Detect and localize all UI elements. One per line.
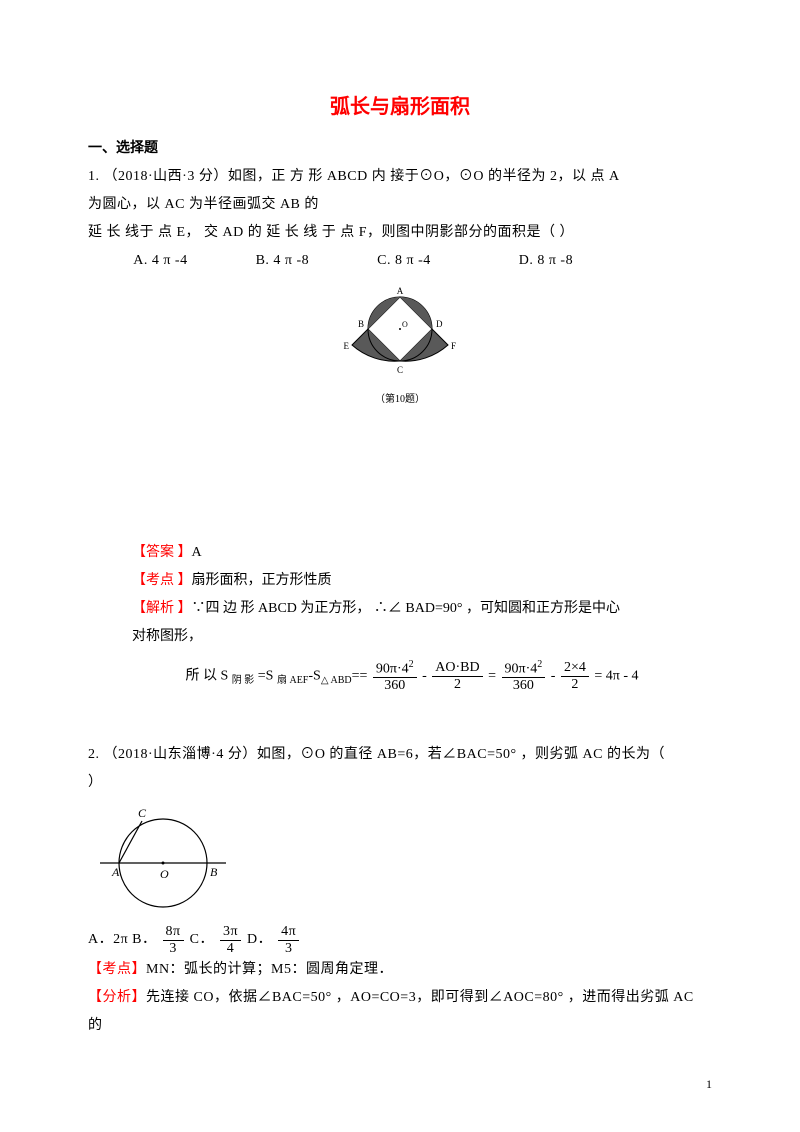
- q1-opt-d: D. 8 π -8: [519, 253, 573, 268]
- q1-kaodian: 【考点 】扇形面积，正方形性质: [132, 567, 692, 595]
- q2-line1: 2. （2018·山东淄博·4 分）如图，⊙O 的直径 AB=6，若∠BAC=5…: [88, 741, 712, 769]
- eq-mid2: -S: [308, 668, 320, 683]
- page-title: 弧长与扇形面积: [88, 90, 712, 119]
- q1-fig-caption: （第10题）: [88, 390, 712, 405]
- section-heading: 一、选择题: [88, 137, 712, 157]
- q1-line1: 1. （2018·山西·3 分）如图，正 方 形 ABCD 内 接于⊙O，⊙O …: [88, 163, 712, 191]
- eq-frac1: 90π·42360: [373, 659, 417, 693]
- q1-opt-b: B. 4 π -8: [256, 253, 310, 268]
- q1-opt-a: A. 4 π -4: [133, 253, 187, 268]
- q2-opt-d-frac: 4π3: [278, 924, 299, 956]
- svg-text:F: F: [451, 341, 456, 351]
- svg-text:B: B: [358, 319, 364, 329]
- svg-text:A: A: [111, 865, 120, 879]
- kaodian-value: 扇形面积，正方形性质: [192, 573, 332, 588]
- q2-fenxi: 【分析】先连接 CO，依据∠BAC=50° ，AO=CO=3，即可得到∠AOC=…: [88, 984, 712, 1040]
- eq-suffix: = 4π - 4: [594, 668, 638, 683]
- svg-text:E: E: [344, 341, 350, 351]
- svg-text:B: B: [210, 865, 218, 879]
- q2-fenxi-label: 【分析】: [88, 990, 146, 1005]
- q2-fenxi-value: 先连接 CO，依据∠BAC=50° ，AO=CO=3，即可得到∠AOC=80° …: [88, 990, 694, 1033]
- answer-label: 【答案 】: [132, 545, 192, 560]
- q1-figure: A B D C E F O （第10题）: [88, 283, 712, 405]
- eq-mid1: =S: [254, 668, 277, 683]
- q1-answer: 【答案 】A: [132, 539, 692, 567]
- svg-text:C: C: [138, 806, 147, 820]
- eq-frac4: 2×42: [561, 660, 589, 692]
- q1-jiexi-line2: 对称图形，: [132, 623, 692, 651]
- page-number: 1: [706, 1077, 712, 1092]
- eq-prefix: 所 以 S: [185, 668, 231, 683]
- svg-text:O: O: [402, 320, 408, 329]
- eq-mid3: ==: [352, 668, 368, 683]
- q2-kaodian-label: 【考点】: [88, 962, 146, 977]
- q2-kaodian: 【考点】MN：弧长的计算；M5：圆周角定理．: [88, 956, 712, 984]
- eq-sub3: △ ABD: [321, 675, 352, 686]
- q2-opt-d-prefix: D．: [247, 933, 272, 948]
- svg-text:O: O: [160, 867, 169, 881]
- q1-options: A. 4 π -4 B. 4 π -8 C. 8 π -4 D. 8 π -8: [88, 247, 712, 275]
- eq-sub2: 扇 AEF: [277, 675, 308, 686]
- q1-opt-c: C. 8 π -4: [377, 253, 431, 268]
- q1-line2: 为圆心，以 AC 为半径画弧交 AB 的: [88, 191, 712, 219]
- eq-frac2: AO·BD2: [432, 660, 482, 692]
- svg-text:C: C: [397, 365, 403, 375]
- q2-opt-c-frac: 3π4: [220, 924, 241, 956]
- q2-options: A．2π B． 8π3 C． 3π4 D． 4π3: [88, 924, 712, 956]
- svg-text:A: A: [397, 286, 404, 296]
- q2-opt-c-prefix: C．: [190, 933, 214, 948]
- q2-kaodian-value: MN：弧长的计算；M5：圆周角定理．: [146, 962, 393, 977]
- q2-line2: ）: [88, 769, 712, 797]
- eq-sub1: 阴 影: [232, 675, 255, 686]
- q1-line3: 延 长 线于 点 E， 交 AD 的 延 长 线 于 点 F，则图中阴影部分的面…: [88, 219, 712, 247]
- kaodian-label: 【考点 】: [132, 573, 192, 588]
- q2-opt-b-frac: 8π3: [163, 924, 184, 956]
- jiexi-text1: ∵四 边 形 ABCD 为正方形， ∴∠ BAD=90° ，可知圆和正方形是中心: [192, 601, 620, 616]
- q1-jiexi-line1: 【解析 】∵四 边 形 ABCD 为正方形， ∴∠ BAD=90° ，可知圆和正…: [132, 595, 692, 623]
- svg-text:D: D: [436, 319, 443, 329]
- q2-opt-a-prefix: A．2π B．: [88, 933, 157, 948]
- answer-value: A: [192, 545, 202, 560]
- eq-frac3: 90π·42360: [502, 659, 546, 693]
- q2-figure: A B C O: [88, 803, 712, 918]
- jiexi-label: 【解析 】: [132, 601, 192, 616]
- q1-equation: 所 以 S 阴 影 =S 扇 AEF-S△ ABD== 90π·42360 - …: [132, 659, 692, 693]
